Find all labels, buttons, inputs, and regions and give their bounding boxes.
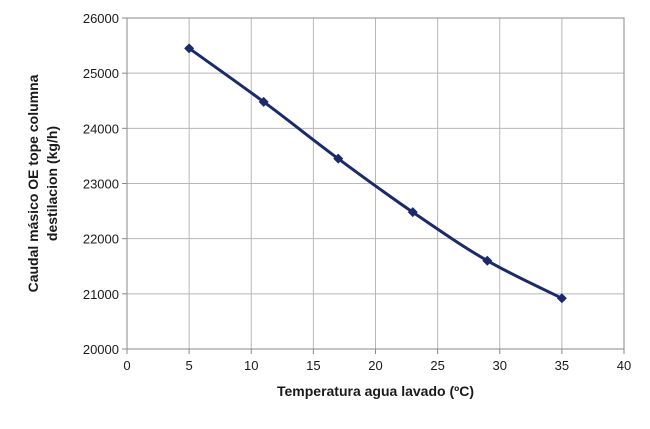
grid [126,17,625,350]
data-point-marker [556,293,567,304]
data-point-marker [482,255,493,266]
y-axis-title-line-2: destilacion (kg/h) [44,126,60,241]
y-tick-label: 22000 [83,232,119,247]
data-point-marker [333,153,344,164]
y-tick-label: 24000 [83,121,119,136]
x-tick-label: 35 [555,358,569,373]
data-point-marker [407,207,418,218]
y-tick-label: 23000 [83,177,119,192]
x-axis-title: Temperatura agua lavado (ºC) [277,383,474,399]
y-tick-label: 26000 [83,11,119,26]
x-tick-label: 5 [186,358,193,373]
series-layer [184,43,567,304]
axes: 0 5 10 15 20 25 30 35 40 20000 21000 22000 23000 2400… [83,11,631,373]
x-tick-label: 40 [617,358,631,373]
x-tick-label: 10 [244,358,258,373]
x-tick-label: 30 [493,358,507,373]
x-tick-label: 25 [430,358,444,373]
y-tick-label: 20000 [83,342,119,357]
y-axis-title-line-1: Caudal másico OE tope columna [25,74,41,292]
x-tick-label: 15 [306,358,320,373]
y-tick-label: 21000 [83,287,119,302]
series-line [188,47,563,300]
y-tick-label: 25000 [83,66,119,81]
y-axis-title: Caudal másico OE tope columna destilacio… [25,74,60,292]
x-tick-label: 0 [123,358,130,373]
x-tick-label: 20 [368,358,382,373]
data-point-marker [184,43,195,54]
data-point-marker [258,96,269,107]
